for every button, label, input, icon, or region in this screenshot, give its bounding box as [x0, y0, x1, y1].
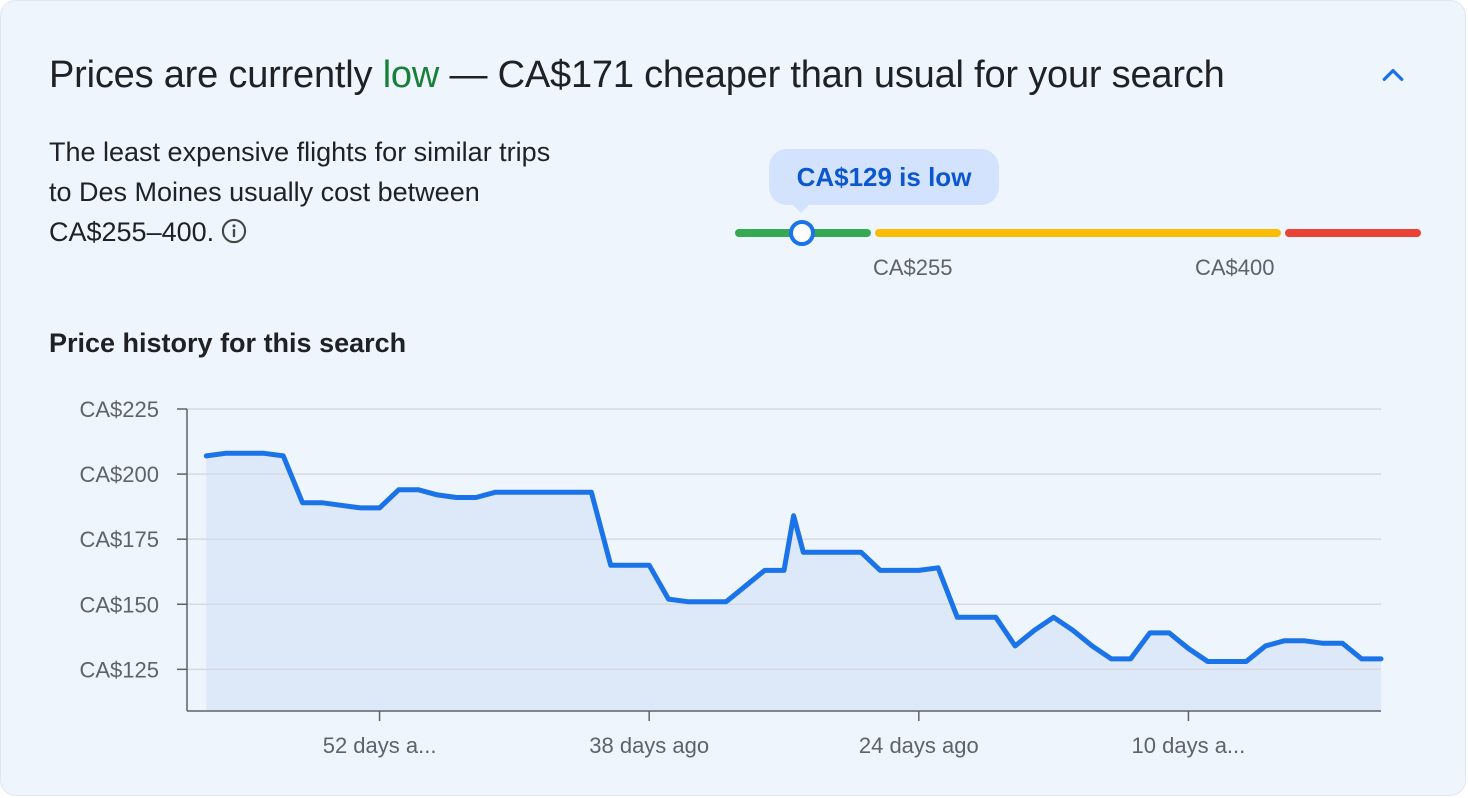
current-price-bubble: CA$129 is low [769, 149, 999, 205]
low-threshold-label: CA$255 [873, 255, 953, 280]
x-tick-label: 10 days a... [1132, 733, 1246, 758]
x-tick-label: 24 days ago [859, 733, 979, 758]
y-tick-label: CA$125 [79, 657, 159, 682]
collapse-button[interactable] [1367, 49, 1419, 101]
bubble-pointer [791, 203, 811, 213]
x-tick-label: 52 days a... [323, 733, 437, 758]
price-range-description: The least expensive flights for similar … [49, 132, 569, 256]
current-price-marker [789, 220, 815, 246]
y-tick-label: CA$175 [79, 527, 159, 552]
price-insight-headline: Prices are currently low — CA$171 cheape… [49, 49, 1225, 101]
headline-prefix: Prices are currently [49, 54, 383, 96]
x-tick-label: 38 days ago [589, 733, 709, 758]
high-threshold-label: CA$400 [1195, 255, 1275, 280]
headline-suffix: — CA$171 cheaper than usual for your sea… [439, 54, 1225, 96]
price-area-fill [206, 453, 1382, 711]
info-icon[interactable] [220, 216, 248, 256]
price-history-line [203, 450, 1384, 664]
y-tick-label: CA$225 [79, 397, 159, 422]
typical-price-segment [875, 229, 1281, 237]
y-tick-label: CA$200 [79, 462, 159, 487]
price-history-title: Price history for this search [49, 328, 407, 358]
high-price-segment [1285, 229, 1421, 237]
price-range-bar: CA$129 is low CA$255 CA$400 [735, 149, 1425, 289]
price-status-low: low [382, 54, 440, 96]
description-text: The least expensive flights for similar … [49, 137, 551, 247]
y-tick-label: CA$150 [79, 592, 159, 617]
chevron-up-icon [1382, 69, 1404, 81]
